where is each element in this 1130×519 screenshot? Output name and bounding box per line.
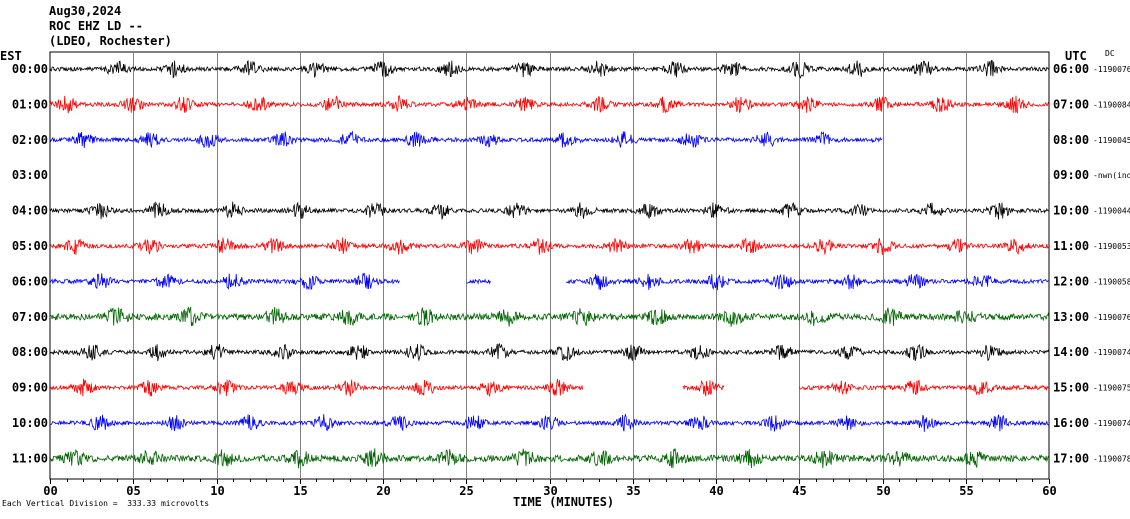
est-row-label: 06:00 (12, 274, 48, 288)
x-tick-label: 50 (876, 484, 890, 498)
x-tick-label: 20 (376, 484, 390, 498)
est-row-label: 03:00 (12, 168, 48, 182)
grid-layer (49, 51, 1050, 484)
utc-row-label: 13:00 (1053, 310, 1089, 324)
trace-layer (49, 59, 1050, 469)
x-tick-label: 55 (959, 484, 973, 498)
seismic-trace (466, 278, 492, 285)
station-label: ROC EHZ LD -- (49, 19, 143, 33)
utc-row-label: 08:00 (1053, 133, 1089, 147)
utc-row-label: 06:00 (1053, 62, 1089, 76)
seismic-trace (49, 342, 1050, 362)
est-row-label: 04:00 (12, 204, 48, 218)
x-tick-label: 00 (43, 484, 57, 498)
x-tick-label: 40 (709, 484, 723, 498)
location-label: (LDEO, Rochester) (49, 34, 172, 48)
x-axis-title: TIME (MINUTES) (513, 495, 615, 509)
x-tick-label: 25 (459, 484, 473, 498)
utc-row-label: 14:00 (1053, 345, 1089, 359)
x-tick-label: 35 (626, 484, 640, 498)
utc-row-label: 12:00 (1053, 274, 1089, 288)
dc-offset-label: -nwn(ind (1093, 171, 1130, 180)
scale-note: Each Vertical Division = 333.33 microvol… (2, 499, 210, 508)
date-label: Aug30,2024 (49, 4, 122, 18)
est-row-label: 01:00 (12, 97, 48, 111)
seismic-trace (49, 306, 1050, 327)
dc-offset-label: -1190074 (1093, 348, 1130, 357)
seismic-trace (49, 237, 1049, 256)
seismic-trace (49, 272, 400, 291)
x-tick-label: 30 (543, 484, 557, 498)
dc-offset-label: -1190058 (1093, 277, 1130, 286)
seismic-trace (49, 448, 1050, 469)
dc-offset-label: -1190076 (1093, 313, 1130, 322)
dc-offset-label: -1190084 (1093, 100, 1130, 109)
est-row-label: 09:00 (12, 381, 48, 395)
seismic-trace (49, 201, 1050, 220)
est-row-label: 11:00 (12, 451, 48, 465)
left-timezone-label: EST (0, 49, 22, 63)
utc-row-label: 10:00 (1053, 204, 1089, 218)
seismic-trace (49, 413, 1050, 432)
dc-offset-label: -1190045 (1093, 136, 1130, 145)
est-row-label: 07:00 (12, 310, 48, 324)
dc-offset-label: -1190076 (1093, 65, 1130, 74)
seismic-trace (49, 130, 883, 149)
est-row-label: 00:00 (12, 62, 48, 76)
utc-row-label: 16:00 (1053, 416, 1089, 430)
x-tick-label: 05 (126, 484, 140, 498)
dc-offset-label: -1190053 (1093, 242, 1130, 251)
dc-offset-label: -1190075 (1093, 384, 1130, 393)
utc-row-label: 15:00 (1053, 381, 1089, 395)
est-row-label: 05:00 (12, 239, 48, 253)
utc-row-label: 17:00 (1053, 451, 1089, 465)
x-tick-label: 60 (1042, 484, 1056, 498)
dc-offset-label: -1190074 (1093, 419, 1130, 428)
right-timezone-label: UTC (1065, 49, 1087, 63)
seismic-trace (565, 273, 1049, 291)
x-tick-label: 45 (792, 484, 806, 498)
est-row-label: 08:00 (12, 345, 48, 359)
est-row-label: 02:00 (12, 133, 48, 147)
dc-offset-label: -1190078 (1093, 454, 1130, 463)
plot-frame (49, 51, 1050, 480)
dc-offset-label: -1190044 (1093, 207, 1130, 216)
seismic-trace (49, 95, 1050, 115)
est-row-label: 10:00 (12, 416, 48, 430)
utc-row-label: 07:00 (1053, 97, 1089, 111)
utc-row-label: 09:00 (1053, 168, 1089, 182)
dc-label: DC (1105, 49, 1115, 58)
seismic-trace (50, 378, 584, 398)
seismic-trace (682, 379, 725, 397)
x-tick-label: 15 (293, 484, 307, 498)
utc-row-label: 11:00 (1053, 239, 1089, 253)
seismic-trace (49, 59, 1050, 79)
seismic-trace (798, 379, 1049, 396)
label-layer: 00 05 10 15 20 25 30 35 40 45 50 55 60 00:00 06:00 -119… (12, 62, 1130, 498)
x-tick-label: 10 (210, 484, 224, 498)
